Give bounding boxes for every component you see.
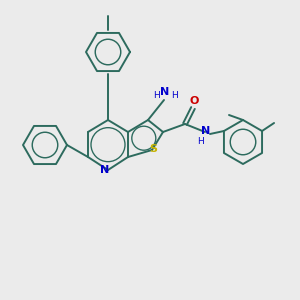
Text: H: H — [198, 136, 204, 146]
Text: N: N — [201, 126, 211, 136]
Text: N: N — [100, 165, 109, 175]
Text: H: H — [154, 91, 160, 100]
Text: H: H — [171, 92, 177, 100]
Text: O: O — [189, 96, 199, 106]
Text: S: S — [149, 144, 157, 154]
Text: N: N — [160, 87, 169, 97]
